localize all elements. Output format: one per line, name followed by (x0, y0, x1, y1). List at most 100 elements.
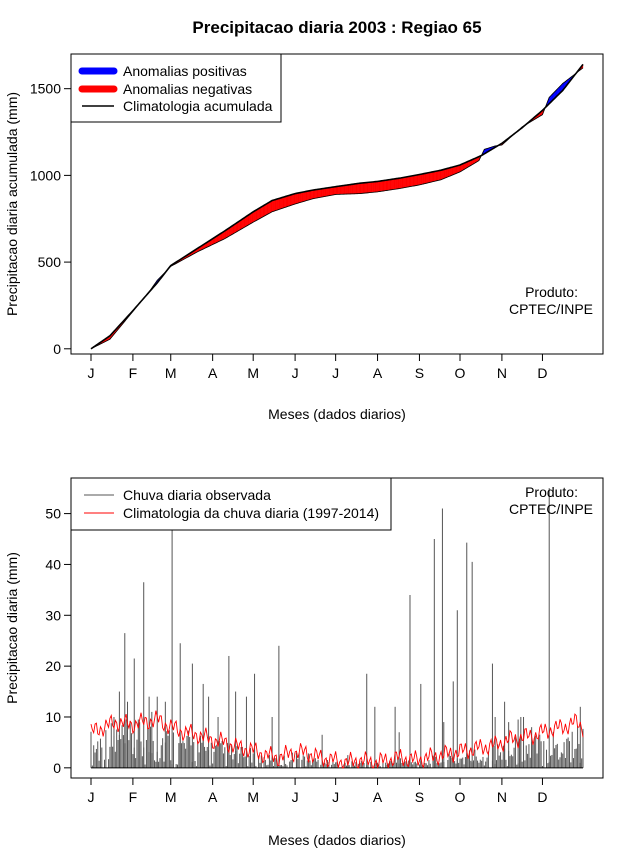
negative-anomaly-segment (446, 168, 448, 178)
negative-anomaly-segment (411, 175, 413, 187)
negative-anomaly-segment (417, 174, 420, 186)
negative-anomaly-segment (386, 179, 389, 191)
negative-anomaly-segment (281, 197, 284, 209)
negative-anomaly-segment (435, 170, 438, 182)
top-ytick-label: 1000 (30, 167, 61, 183)
observed-cumulative-line (90, 67, 584, 350)
negative-anomaly-segment (257, 208, 259, 221)
negative-anomaly-segment (289, 194, 292, 207)
negative-anomaly-segment (443, 168, 446, 179)
negative-anomaly-segment (336, 186, 339, 195)
climatology-cumulative-line (90, 63, 584, 350)
negative-anomaly-segment (362, 182, 365, 194)
bottom-xtick-label: S (415, 789, 424, 805)
bottom-ytick-label: 30 (45, 607, 61, 623)
negative-anomaly-segment (342, 185, 344, 195)
negative-anomaly-segment (412, 175, 415, 187)
negative-anomaly-segment (324, 187, 327, 197)
negative-anomaly-segment (408, 176, 411, 188)
negative-anomaly-segment (307, 190, 309, 201)
negative-anomaly-segment (415, 174, 417, 186)
negative-anomaly-segment (353, 183, 355, 194)
negative-anomaly-segment (432, 171, 435, 182)
negative-anomaly-segment (261, 205, 263, 219)
top-annotation-line1: Produto: (525, 284, 578, 300)
top-ylabel: Precipitacao diaria acumulada (mm) (4, 92, 20, 316)
negative-anomaly-segment (350, 184, 353, 195)
negative-anomaly-segment (428, 172, 431, 183)
negative-anomaly-segment (297, 192, 300, 204)
negative-anomaly-segment (451, 166, 454, 176)
negative-anomaly-segment (332, 186, 335, 196)
negative-anomaly-segment (343, 185, 346, 195)
negative-anomaly-segment (293, 193, 296, 205)
top-xtick-label: J (88, 365, 95, 381)
top-xtick-label: A (208, 365, 218, 381)
bottom-xtick-label: D (537, 789, 547, 805)
negative-anomaly-segment (416, 174, 419, 186)
negative-anomaly-segment (263, 204, 266, 217)
negative-anomaly-segment (346, 184, 348, 195)
negative-anomaly-segment (338, 185, 340, 195)
negative-anomaly-segment (334, 186, 336, 195)
negative-anomaly-segment (430, 171, 432, 183)
negative-anomaly-segment (361, 182, 363, 194)
negative-anomaly-segment (277, 198, 280, 211)
top-xtick-label: J (332, 365, 339, 381)
negative-anomaly-segment (399, 177, 401, 189)
bottom-xtick-label: M (247, 789, 259, 805)
negative-anomaly-segment (266, 202, 269, 216)
bottom-xtick-label: J (332, 789, 339, 805)
top-xtick-label: S (415, 365, 424, 381)
top-xtick-label: F (129, 365, 138, 381)
negative-anomaly-segment (269, 201, 271, 214)
negative-anomaly-segment (404, 176, 407, 188)
legend-label-climatology: Climatologia acumulada (123, 98, 273, 114)
bottom-annotation-line1: Produto: (525, 484, 578, 500)
negative-anomaly-segment (381, 180, 384, 192)
legend-label-positive: Anomalias positivas (123, 63, 247, 79)
daily-precip-plot: 0 10 20 30 40 50 J F M A M J J A S O N D Meses (dados di… (4, 477, 604, 848)
negative-anomaly-segment (316, 189, 319, 199)
negative-anomaly-segment (434, 171, 436, 182)
negative-anomaly-segment (311, 189, 313, 200)
negative-anomaly-segment (339, 185, 342, 195)
negative-anomaly-segment (431, 171, 434, 183)
negative-anomaly-segment (453, 166, 455, 175)
negative-anomaly-segment (321, 188, 324, 198)
negative-anomaly-segment (259, 206, 262, 219)
negative-anomaly-segment (367, 182, 370, 193)
negative-anomaly-segment (370, 181, 373, 193)
negative-anomaly-segment (267, 201, 270, 215)
negative-anomaly-segment (389, 179, 392, 191)
negative-anomaly-segment (444, 168, 447, 179)
top-xtick-label: N (497, 365, 507, 381)
negative-anomaly-segment (377, 181, 380, 193)
negative-anomaly-segment (442, 169, 444, 180)
negative-anomaly-segment (285, 195, 288, 208)
negative-anomaly-segment (320, 188, 323, 198)
negative-anomaly-segment (454, 165, 457, 175)
negative-anomaly-segment (253, 210, 255, 223)
negative-anomaly-segment (265, 203, 267, 216)
top-ytick-label: 0 (53, 341, 61, 357)
negative-anomaly-segment (407, 176, 409, 188)
top-xtick-label: O (455, 365, 466, 381)
negative-anomaly-segment (388, 179, 390, 191)
negative-anomaly-segment (354, 183, 357, 194)
negative-anomaly-segment (309, 190, 312, 200)
legend-label-daily-climatology: Climatologia da chuva diaria (1997-2014) (123, 505, 379, 521)
negative-anomaly-segment (349, 184, 351, 195)
negative-anomaly-segment (273, 199, 275, 212)
negative-anomaly-segment (286, 195, 289, 207)
negative-anomaly-segment (294, 193, 297, 205)
negative-anomaly-segment (271, 199, 274, 213)
top-xtick-label: J (292, 365, 299, 381)
negative-anomaly-segment (355, 183, 358, 194)
negative-anomaly-segment (424, 172, 427, 184)
daily-climatology-line (90, 710, 584, 769)
negative-anomaly-segment (328, 187, 331, 196)
negative-anomaly-segment (420, 173, 423, 185)
negative-anomaly-segment (284, 196, 286, 208)
